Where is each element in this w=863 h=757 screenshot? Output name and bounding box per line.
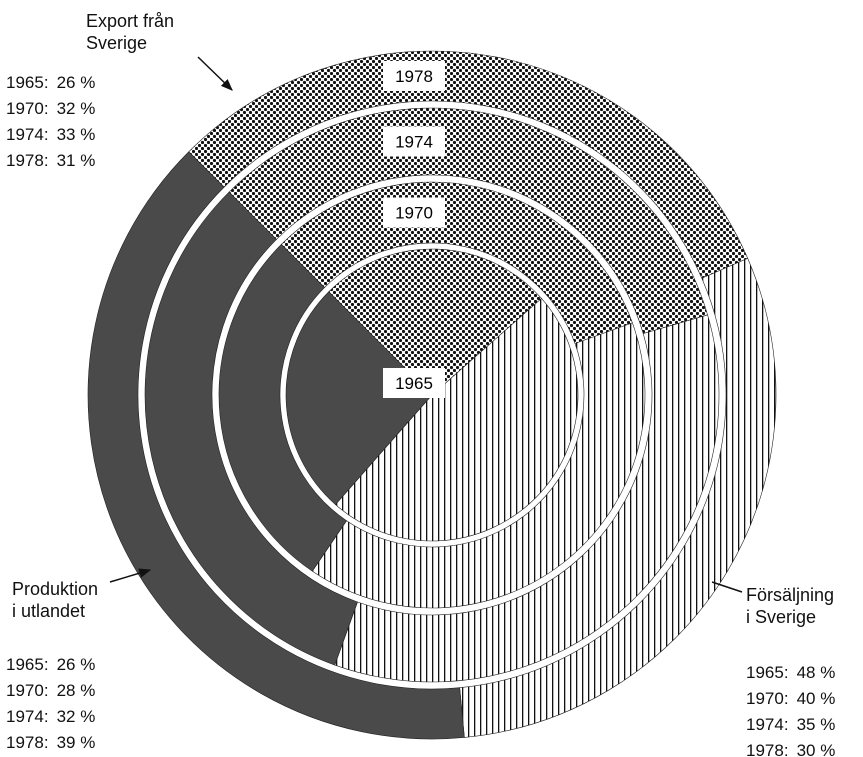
year-label: 1978 (395, 67, 433, 86)
year-label: 1974 (395, 133, 433, 152)
ring-segment (188, 50, 749, 279)
legend-value: 35 % (796, 715, 836, 734)
legend-row: 197032 % (6, 96, 95, 122)
legend-row: 196548 % (746, 660, 835, 686)
legend-value: 32 % (56, 99, 96, 118)
year-box (383, 126, 445, 157)
forsaljning-pointer (711, 581, 743, 593)
year-label: 1965 (395, 374, 433, 393)
legend: 196548 %197040 %197435 %197830 % (746, 660, 835, 757)
legend: 196526 %197032 %197433 %197831 % (6, 70, 95, 174)
year-box (383, 368, 445, 398)
ring-segment (87, 151, 465, 740)
legend-year: 1978 (6, 733, 57, 752)
legend-row: 196526 % (6, 70, 95, 96)
export-arrow (197, 56, 233, 91)
legend-row: 197040 % (746, 686, 835, 712)
ring-segment (334, 314, 720, 683)
legend-value: 48 % (796, 663, 836, 682)
ring-segment (228, 107, 708, 334)
legend-row: 197839 % (6, 730, 95, 756)
category-label: Försäljning i Sverige (746, 585, 835, 627)
legend-value: 30 % (796, 741, 836, 757)
category-label: Produktion i utlandet (12, 579, 99, 621)
legend-row: 197433 % (6, 122, 95, 148)
ring-segment (285, 291, 433, 505)
legend-row: 197028 % (6, 678, 95, 704)
ring-segment (280, 181, 633, 344)
legend-value: 26 % (56, 73, 96, 92)
category-label: Export från Sverige (86, 11, 175, 53)
year-box (383, 61, 445, 91)
legend-value: 31 % (56, 151, 96, 170)
ring-segment (144, 191, 358, 666)
year-label: 1970 (395, 204, 433, 223)
ring-segment (335, 298, 579, 542)
year-box (383, 197, 445, 228)
legend-value: 26 % (56, 655, 96, 674)
legend-value: 39 % (56, 733, 96, 752)
legend-year: 1978 (6, 151, 57, 170)
legend-year: 1970 (746, 689, 797, 708)
legend-year: 1970 (6, 681, 57, 700)
legend-row: 197830 % (746, 738, 835, 757)
legend-year: 1965 (6, 73, 57, 92)
legend-row: 197831 % (6, 148, 95, 174)
legend-year: 1970 (6, 99, 57, 118)
legend-value: 32 % (56, 707, 96, 726)
ring-segment (328, 248, 542, 396)
produktion-arrow (109, 568, 152, 583)
legend-year: 1974 (6, 707, 57, 726)
legend-row: 197432 % (6, 704, 95, 730)
legend-year: 1974 (6, 125, 57, 144)
legend-value: 40 % (796, 689, 836, 708)
legend-year: 1974 (746, 715, 797, 734)
ring-segment (218, 243, 347, 572)
legend-value: 33 % (56, 125, 96, 144)
legend-year: 1978 (746, 741, 797, 757)
ring-segment (311, 322, 646, 609)
legend-year: 1965 (6, 655, 57, 674)
legend-row: 196526 % (6, 652, 95, 678)
rings: 1965 1970 1974 1978 (87, 50, 777, 740)
legend-value: 28 % (56, 681, 96, 700)
legend: 196526 %197028 %197432 %197839 % (6, 652, 95, 756)
legend-row: 197435 % (746, 712, 835, 738)
legend-year: 1965 (746, 663, 797, 682)
ring-segment (459, 257, 777, 738)
